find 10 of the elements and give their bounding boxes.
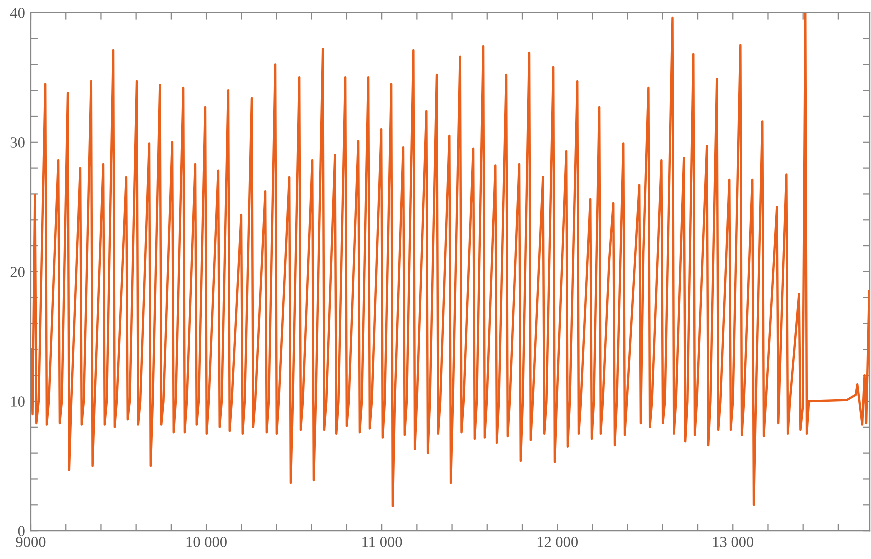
x-tick-label: 13 000 [713, 537, 754, 548]
x-tick-label: 9000 [16, 537, 46, 548]
y-tick-label: 10 [12, 396, 25, 407]
y-tick-label: 30 [10, 138, 25, 148]
x-tick-label: 12 000 [538, 537, 578, 548]
y-tick-label: 20 [10, 267, 25, 278]
y-tick-label: 0 [18, 526, 25, 536]
x-tick-label: 11 000 [362, 537, 402, 548]
y-tick-label: 40 [10, 8, 25, 18]
x-tick-label: 10 000 [186, 537, 227, 548]
